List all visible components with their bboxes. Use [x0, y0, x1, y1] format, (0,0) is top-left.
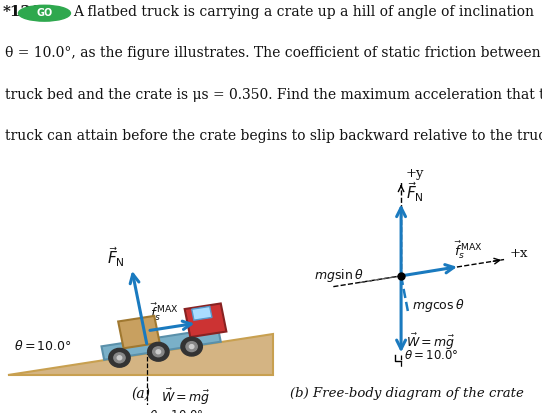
- Text: $\theta = 10.0°$: $\theta = 10.0°$: [149, 409, 203, 413]
- Text: *120.: *120.: [3, 5, 48, 19]
- Text: $\vec{W} = m\vec{g}$: $\vec{W} = m\vec{g}$: [162, 387, 211, 407]
- Text: $mg\sin\theta$: $mg\sin\theta$: [314, 267, 363, 284]
- Circle shape: [147, 342, 169, 361]
- Text: A flatbed truck is carrying a crate up a hill of angle of inclination: A flatbed truck is carrying a crate up a…: [73, 5, 534, 19]
- Circle shape: [109, 349, 130, 367]
- Text: (a): (a): [131, 386, 151, 400]
- Text: $\vec{f}_s^\mathrm{\,MAX}$: $\vec{f}_s^\mathrm{\,MAX}$: [150, 301, 179, 323]
- Polygon shape: [9, 334, 273, 375]
- Circle shape: [153, 347, 164, 357]
- Text: $\vec{F}_\mathrm{N}$: $\vec{F}_\mathrm{N}$: [107, 245, 125, 269]
- Text: θ = 10.0°, as the figure illustrates. The coefficient of static friction between: θ = 10.0°, as the figure illustrates. Th…: [5, 46, 542, 60]
- Text: $\vec{f}_s^\mathrm{\,MAX}$: $\vec{f}_s^\mathrm{\,MAX}$: [454, 239, 483, 261]
- Text: (b) Free-body diagram of the crate: (b) Free-body diagram of the crate: [289, 387, 524, 400]
- Polygon shape: [192, 306, 212, 320]
- Text: truck bed and the crate is μs = 0.350. Find the maximum acceleration that the: truck bed and the crate is μs = 0.350. F…: [5, 88, 542, 102]
- Circle shape: [117, 356, 122, 360]
- Text: $\theta = 10.0°$: $\theta = 10.0°$: [14, 339, 72, 353]
- Text: truck can attain before the crate begins to slip backward relative to the truck.: truck can attain before the crate begins…: [5, 129, 542, 143]
- Circle shape: [189, 344, 194, 349]
- Circle shape: [181, 337, 202, 356]
- Polygon shape: [185, 304, 227, 337]
- Text: $\vec{W} = m\vec{g}$: $\vec{W} = m\vec{g}$: [406, 331, 456, 351]
- Polygon shape: [118, 316, 160, 348]
- Text: $\theta = 10.0°$: $\theta = 10.0°$: [404, 349, 459, 362]
- Circle shape: [156, 350, 160, 354]
- Text: $mg\cos\theta$: $mg\cos\theta$: [412, 297, 465, 314]
- Polygon shape: [101, 328, 221, 360]
- Text: +x: +x: [509, 247, 528, 261]
- Circle shape: [114, 353, 125, 363]
- Circle shape: [18, 5, 70, 21]
- Text: $\vec{F}_\mathrm{N}$: $\vec{F}_\mathrm{N}$: [406, 180, 424, 204]
- Text: GO: GO: [36, 8, 53, 18]
- Text: +y: +y: [405, 167, 424, 180]
- Circle shape: [186, 342, 197, 351]
